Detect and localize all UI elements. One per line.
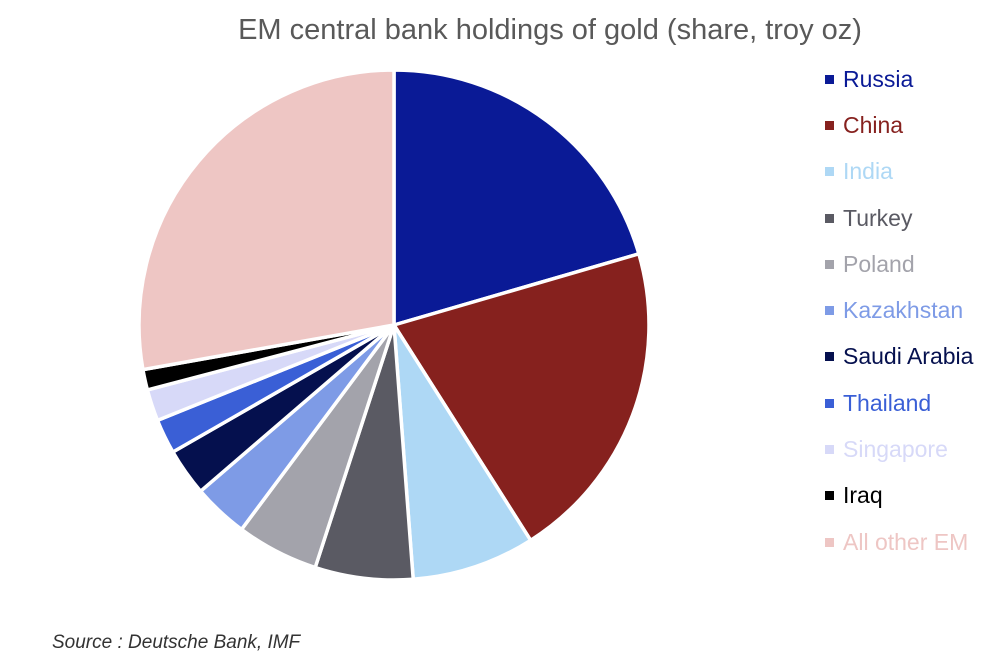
legend-item-saudi-arabia: Saudi Arabia bbox=[825, 334, 973, 380]
legend-item-poland: Poland bbox=[825, 241, 973, 287]
chart-title: EM central bank holdings of gold (share,… bbox=[238, 14, 862, 46]
legend-swatch bbox=[825, 306, 834, 316]
legend-swatch bbox=[825, 167, 834, 177]
legend-label: Russia bbox=[843, 65, 914, 92]
legend-swatch bbox=[825, 120, 834, 130]
pie-slice-all-other-em bbox=[137, 68, 396, 372]
legend-item-turkey: Turkey bbox=[825, 195, 973, 241]
legend-item-kazakhstan: Kazakhstan bbox=[825, 287, 973, 333]
legend-label: All other EM bbox=[843, 528, 969, 555]
pie-slice-china bbox=[392, 252, 651, 543]
legend-label: Turkey bbox=[843, 204, 913, 231]
legend-swatch bbox=[825, 491, 834, 501]
legend-swatch bbox=[825, 398, 834, 408]
legend-swatch bbox=[825, 445, 834, 455]
legend-label: Kazakhstan bbox=[843, 297, 964, 324]
legend-item-singapore: Singapore bbox=[825, 426, 973, 472]
legend-item-iraq: Iraq bbox=[825, 473, 973, 519]
legend-label: India bbox=[843, 158, 893, 185]
legend-item-russia: Russia bbox=[825, 56, 973, 102]
legend-item-india: India bbox=[825, 149, 973, 195]
legend-item-china: China bbox=[825, 102, 973, 148]
source-note: Source : Deutsche Bank, IMF bbox=[52, 632, 301, 653]
chart-legend: Russia China India Turkey Poland Kazakhstan Sa… bbox=[825, 56, 973, 565]
legend-swatch bbox=[825, 352, 834, 362]
legend-swatch bbox=[825, 537, 834, 547]
legend-swatch bbox=[825, 213, 834, 223]
pie-slice-india bbox=[392, 323, 533, 582]
pie-slice-russia bbox=[392, 68, 641, 327]
legend-swatch bbox=[825, 259, 834, 269]
legend-label: China bbox=[843, 111, 904, 138]
legend-label: Saudi Arabia bbox=[843, 343, 974, 370]
legend-swatch bbox=[825, 74, 834, 84]
legend-item-all-other-em: All other EM bbox=[825, 519, 973, 565]
legend-item-thailand: Thailand bbox=[825, 380, 973, 426]
legend-label: Poland bbox=[843, 250, 915, 277]
legend-label: Thailand bbox=[843, 389, 932, 416]
legend-label: Iraq bbox=[843, 482, 883, 509]
legend-label: Singapore bbox=[843, 436, 948, 463]
